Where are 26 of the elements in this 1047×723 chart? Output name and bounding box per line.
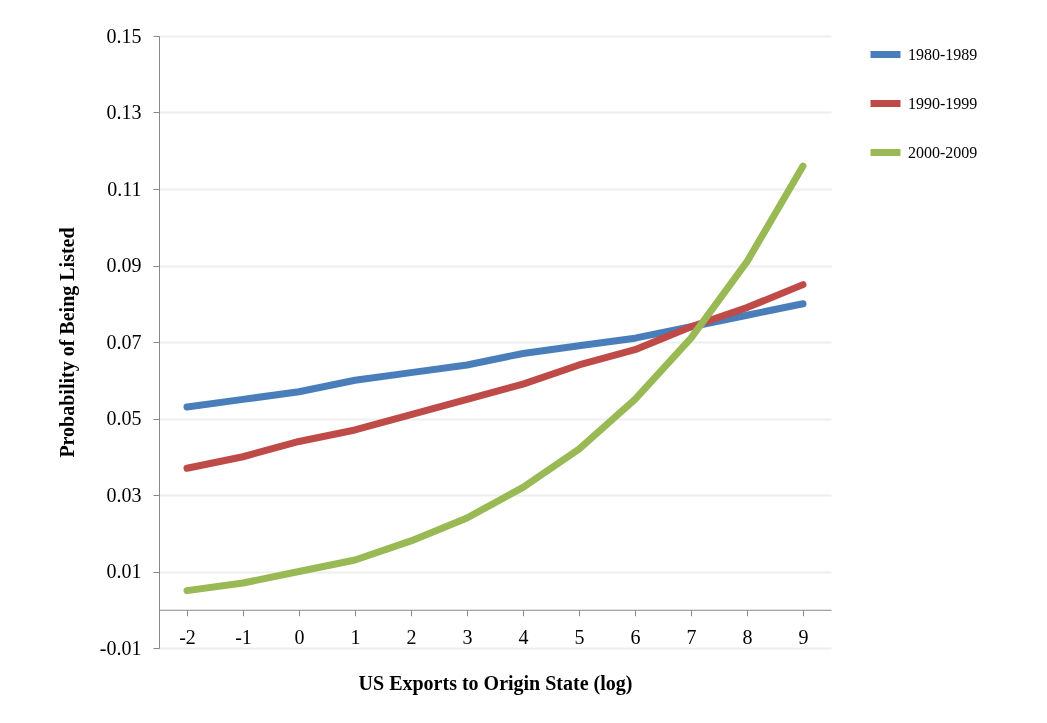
legend-label: 1990-1999 bbox=[908, 94, 978, 112]
x-tick-label: 6 bbox=[630, 626, 641, 649]
y-tick-label: 0.03 bbox=[106, 483, 142, 506]
x-tick-label: 5 bbox=[574, 626, 585, 649]
y-tick-label: 0.09 bbox=[106, 254, 142, 276]
y-tick-label: 0.01 bbox=[106, 560, 142, 582]
x-tick-label: 7 bbox=[686, 626, 697, 649]
x-tick-label: 8 bbox=[742, 626, 753, 649]
legend-label: 1980-1989 bbox=[908, 45, 978, 63]
y-tick-label: 0.05 bbox=[106, 407, 142, 429]
legend-label: 2000-2009 bbox=[908, 143, 978, 161]
y-axis-title: Probability of Being Listed bbox=[55, 227, 79, 458]
y-tick-label: -0.01 bbox=[99, 636, 142, 659]
x-tick-label: 0 bbox=[294, 626, 305, 649]
y-tick-label: 0.11 bbox=[107, 177, 142, 200]
x-axis-title: US Exports to Origin State (log) bbox=[358, 672, 633, 696]
x-tick-label: 9 bbox=[798, 626, 809, 649]
y-tick-label: 0.07 bbox=[106, 330, 142, 353]
x-tick-label: 4 bbox=[518, 626, 529, 649]
x-tick-label: -2 bbox=[179, 626, 196, 649]
y-tick-label: 0.15 bbox=[106, 24, 142, 47]
x-tick-label: 1 bbox=[350, 626, 361, 649]
x-tick-label: 3 bbox=[462, 626, 473, 649]
x-tick-label: -1 bbox=[235, 626, 252, 649]
x-tick-label: 2 bbox=[406, 626, 417, 649]
y-tick-label: 0.13 bbox=[106, 101, 142, 123]
